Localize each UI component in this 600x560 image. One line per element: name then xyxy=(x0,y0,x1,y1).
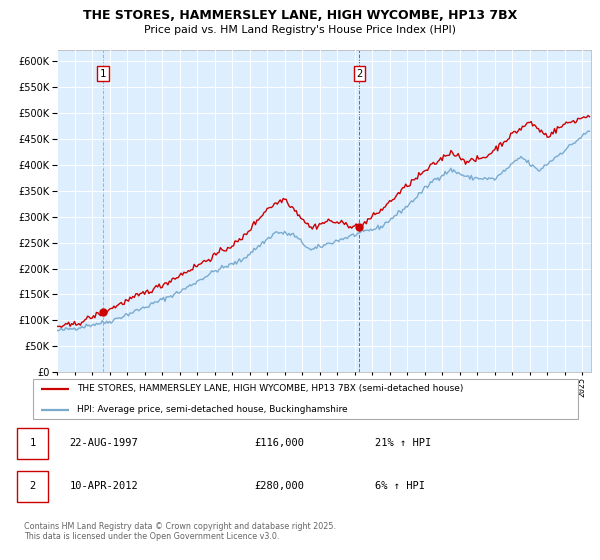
FancyBboxPatch shape xyxy=(17,427,48,459)
Text: THE STORES, HAMMERSLEY LANE, HIGH WYCOMBE, HP13 7BX: THE STORES, HAMMERSLEY LANE, HIGH WYCOMB… xyxy=(83,9,517,22)
Text: 2: 2 xyxy=(356,69,362,79)
Text: HPI: Average price, semi-detached house, Buckinghamshire: HPI: Average price, semi-detached house,… xyxy=(77,405,347,414)
Text: £116,000: £116,000 xyxy=(254,438,304,449)
FancyBboxPatch shape xyxy=(33,379,578,419)
Text: 22-AUG-1997: 22-AUG-1997 xyxy=(70,438,139,449)
Text: 2: 2 xyxy=(29,482,35,491)
Text: 1: 1 xyxy=(100,69,106,79)
Text: 10-APR-2012: 10-APR-2012 xyxy=(70,482,139,491)
Text: 1: 1 xyxy=(29,438,35,449)
Text: Contains HM Land Registry data © Crown copyright and database right 2025.
This d: Contains HM Land Registry data © Crown c… xyxy=(24,522,336,542)
Text: THE STORES, HAMMERSLEY LANE, HIGH WYCOMBE, HP13 7BX (semi-detached house): THE STORES, HAMMERSLEY LANE, HIGH WYCOMB… xyxy=(77,384,463,393)
Text: 6% ↑ HPI: 6% ↑ HPI xyxy=(375,482,425,491)
Text: £280,000: £280,000 xyxy=(254,482,304,491)
FancyBboxPatch shape xyxy=(17,470,48,502)
Text: 21% ↑ HPI: 21% ↑ HPI xyxy=(375,438,431,449)
Text: Price paid vs. HM Land Registry's House Price Index (HPI): Price paid vs. HM Land Registry's House … xyxy=(144,25,456,35)
